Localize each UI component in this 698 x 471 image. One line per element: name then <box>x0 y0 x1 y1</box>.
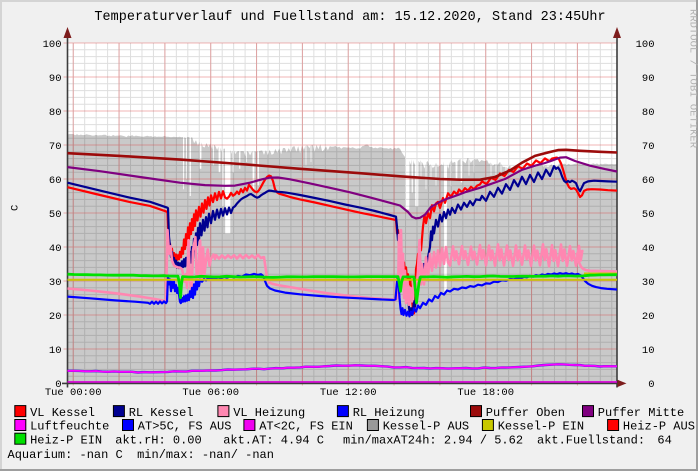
svg-text:40: 40 <box>642 243 655 255</box>
svg-text:RL Heizung: RL Heizung <box>353 406 425 420</box>
svg-text:30: 30 <box>49 277 62 289</box>
svg-text:60: 60 <box>642 175 655 187</box>
svg-text:Heiz-P AUS: Heiz-P AUS <box>623 420 695 434</box>
svg-text:VL Heizung: VL Heizung <box>233 406 305 420</box>
svg-text:AT<2C, FS EIN: AT<2C, FS EIN <box>259 420 353 434</box>
svg-text:AT>5C, FS AUS: AT>5C, FS AUS <box>138 420 232 434</box>
svg-text:50: 50 <box>49 209 62 221</box>
svg-text:40: 40 <box>49 243 62 255</box>
svg-text:Kessel-P AUS: Kessel-P AUS <box>383 420 469 434</box>
svg-text:20: 20 <box>49 311 62 323</box>
svg-text:Puffer Oben: Puffer Oben <box>486 406 565 420</box>
svg-text:RRDTOOL / TOBI OETIKER: RRDTOOL / TOBI OETIKER <box>687 9 698 149</box>
svg-text:min/maxAT24h: 2.94 / 5.62: min/maxAT24h: 2.94 / 5.62 <box>343 433 523 447</box>
svg-text:50: 50 <box>642 209 655 221</box>
svg-text:10: 10 <box>49 345 62 357</box>
svg-text:Tue 06:00: Tue 06:00 <box>182 387 239 399</box>
svg-text:64: 64 <box>657 433 671 447</box>
svg-text:Puffer Mitte: Puffer Mitte <box>598 406 684 420</box>
svg-text:min/max: -nan/ -nan: min/max: -nan/ -nan <box>137 448 274 462</box>
svg-text:60: 60 <box>49 175 62 187</box>
svg-text:Kessel-P EIN: Kessel-P EIN <box>498 420 584 434</box>
svg-text:70: 70 <box>642 141 655 153</box>
svg-text:Aquarium: -nan C: Aquarium: -nan C <box>8 448 123 462</box>
svg-text:70: 70 <box>49 141 62 153</box>
svg-text:Temperaturverlauf und Fuellsta: Temperaturverlauf und Fuellstand am: 15.… <box>94 10 605 25</box>
svg-text:akt.AT: 4.94 C: akt.AT: 4.94 C <box>223 433 324 447</box>
svg-text:90: 90 <box>642 73 655 85</box>
svg-text:80: 80 <box>49 107 62 119</box>
svg-text:C: C <box>10 205 22 211</box>
svg-text:akt.rH: 0.00: akt.rH: 0.00 <box>115 433 201 447</box>
svg-text:100: 100 <box>43 39 62 51</box>
svg-text:100: 100 <box>636 39 655 51</box>
svg-text:90: 90 <box>49 73 62 85</box>
svg-text:RL Kessel: RL Kessel <box>129 406 194 420</box>
svg-text:VL Kessel: VL Kessel <box>30 406 95 420</box>
svg-text:Luftfeuchte: Luftfeuchte <box>30 420 109 434</box>
svg-text:0: 0 <box>55 379 61 391</box>
svg-text:Tue 18:00: Tue 18:00 <box>457 387 514 399</box>
svg-text:20: 20 <box>642 311 655 323</box>
svg-text:akt.Fuellstand:: akt.Fuellstand: <box>537 433 645 447</box>
svg-text:0: 0 <box>648 379 654 391</box>
svg-text:Tue 12:00: Tue 12:00 <box>320 387 377 399</box>
svg-text:Heiz-P EIN: Heiz-P EIN <box>30 433 102 447</box>
svg-text:30: 30 <box>642 277 655 289</box>
svg-text:80: 80 <box>642 107 655 119</box>
svg-text:10: 10 <box>642 345 655 357</box>
svg-text:Tue 00:00: Tue 00:00 <box>45 387 102 399</box>
